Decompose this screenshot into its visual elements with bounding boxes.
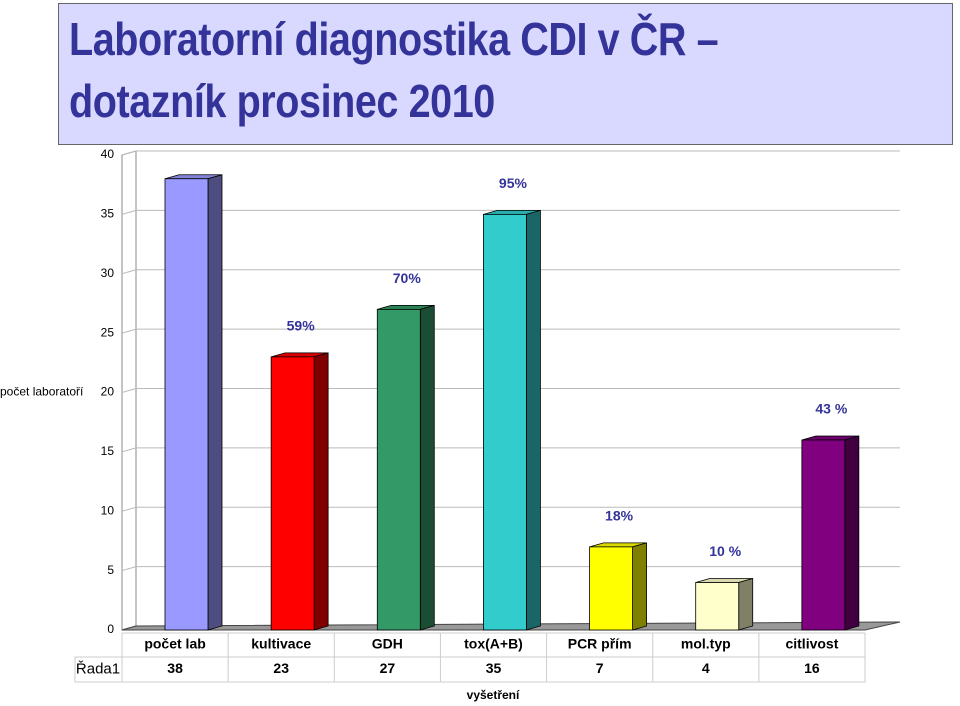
x-tick-label: mol.typ bbox=[681, 636, 731, 652]
table-value: 4 bbox=[702, 660, 710, 676]
bar-side bbox=[526, 209, 541, 631]
grid-line bbox=[121, 506, 900, 512]
title-line: Laboratorní diagnostika CDI v ČR – bbox=[69, 13, 719, 65]
x-axis-label: vyšetření bbox=[467, 688, 520, 702]
x-tick-label: počet lab bbox=[144, 636, 205, 652]
grid-line bbox=[121, 328, 900, 334]
bar-side bbox=[738, 577, 754, 631]
annotation: 95% bbox=[499, 175, 528, 191]
x-tick-label: citlivost bbox=[785, 636, 838, 652]
bar bbox=[270, 356, 315, 631]
x-tick-label: kultivace bbox=[251, 636, 311, 652]
bar-side bbox=[632, 542, 647, 631]
annotation: 18% bbox=[605, 508, 634, 524]
bar bbox=[589, 546, 633, 631]
x-tick-label: PCR přím bbox=[568, 636, 632, 652]
table-value: 23 bbox=[273, 660, 289, 676]
legend-entry: Řada1 bbox=[76, 660, 120, 677]
grid-line bbox=[121, 150, 900, 156]
y-tick-label: 5 bbox=[107, 563, 114, 577]
y-tick-label: 0 bbox=[107, 622, 114, 636]
grid-line bbox=[121, 269, 900, 275]
title-box: Laboratorní diagnostika CDI v ČR – dotaz… bbox=[58, 3, 953, 145]
bar bbox=[801, 439, 846, 631]
y-tick-label: 30 bbox=[101, 266, 115, 280]
table-value: 16 bbox=[804, 660, 820, 676]
y-axis-label: počet laboratoří bbox=[0, 385, 84, 399]
y-tick-label: 15 bbox=[101, 444, 115, 458]
table-value: 38 bbox=[167, 660, 183, 676]
annotation: 43 % bbox=[815, 401, 847, 417]
y-tick-label: 35 bbox=[101, 207, 115, 221]
y-tick-label: 10 bbox=[101, 503, 115, 517]
bar bbox=[483, 213, 527, 631]
y-tick-label: 40 bbox=[101, 147, 115, 161]
table-value: 35 bbox=[486, 660, 502, 676]
grid-line bbox=[121, 209, 900, 215]
annotation: 10 % bbox=[709, 543, 741, 559]
bar bbox=[164, 178, 209, 631]
bar-side bbox=[313, 352, 329, 631]
bar bbox=[376, 308, 421, 631]
annotation: 59% bbox=[287, 318, 316, 334]
title-line: dotazník prosinec 2010 bbox=[69, 75, 495, 127]
grid-line bbox=[121, 447, 900, 453]
table-value: 27 bbox=[380, 660, 396, 676]
bar bbox=[695, 582, 740, 631]
y-tick-label: 25 bbox=[101, 325, 115, 339]
x-tick-label: tox(A+B) bbox=[464, 636, 523, 652]
table-value: 7 bbox=[596, 660, 604, 676]
bar-side bbox=[207, 174, 223, 631]
x-tick-label: GDH bbox=[372, 636, 403, 652]
table-frame bbox=[74, 656, 866, 683]
bar-side bbox=[844, 435, 860, 631]
y-tick-label: 20 bbox=[101, 385, 115, 399]
annotation: 70% bbox=[393, 270, 422, 286]
grid-line bbox=[121, 388, 900, 393]
bar-side bbox=[419, 304, 435, 631]
